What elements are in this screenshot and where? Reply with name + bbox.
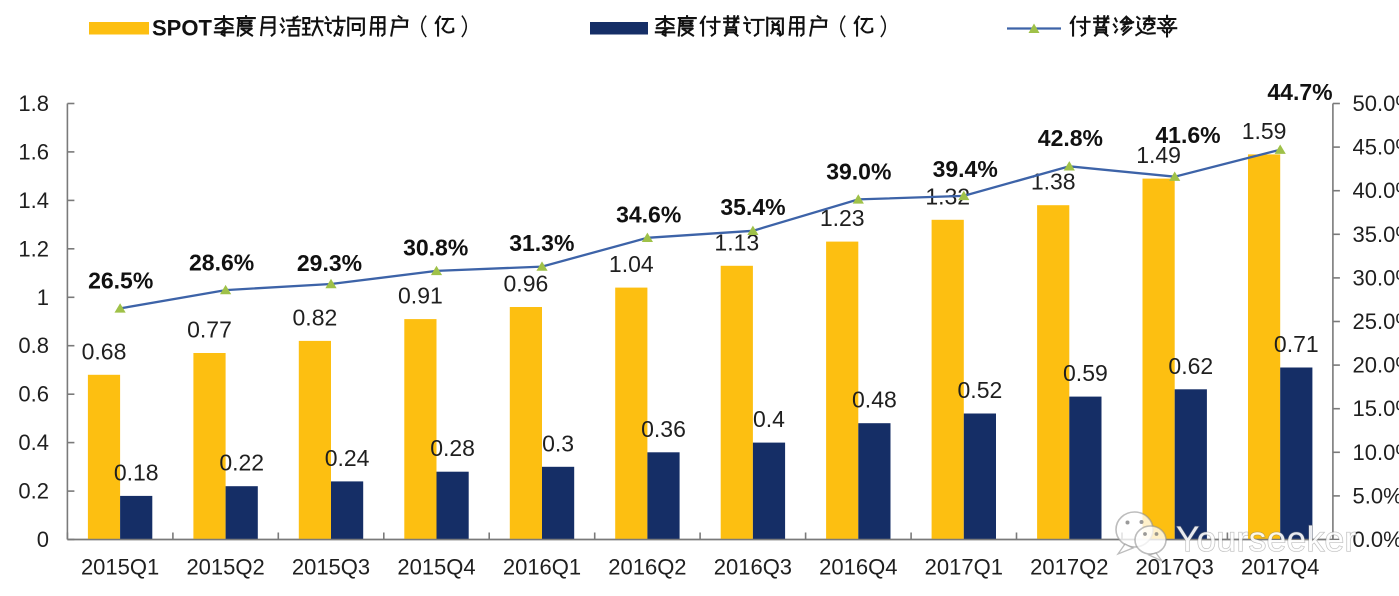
svg-text:2015Q2: 2015Q2 [186,555,264,580]
svg-text:0.82: 0.82 [293,304,338,330]
svg-text:5.0%: 5.0% [1353,483,1399,508]
svg-text:44.7%: 44.7% [1267,79,1332,105]
svg-text:2015Q3: 2015Q3 [292,555,370,580]
svg-text:30.0%: 30.0% [1353,265,1399,290]
svg-text:39.4%: 39.4% [933,156,998,182]
svg-text:SPOT: SPOT [152,16,212,41]
svg-text:0.68: 0.68 [82,338,127,364]
svg-text:0.6: 0.6 [18,382,49,407]
svg-text:0.77: 0.77 [187,317,232,343]
svg-text:10.0%: 10.0% [1353,440,1399,465]
svg-text:0.24: 0.24 [325,445,370,471]
svg-text:0.62: 0.62 [1168,353,1213,379]
svg-text:2016Q3: 2016Q3 [714,555,792,580]
svg-text:2016Q1: 2016Q1 [503,555,581,580]
svg-text:15.0%: 15.0% [1353,396,1399,421]
svg-text:2016Q2: 2016Q2 [608,555,686,580]
svg-text:0.0%: 0.0% [1353,527,1399,552]
svg-text:41.6%: 41.6% [1155,122,1220,148]
svg-text:1.2: 1.2 [18,236,49,261]
svg-text:1.4: 1.4 [18,188,49,213]
svg-text:40.0%: 40.0% [1353,178,1399,203]
svg-text:34.6%: 34.6% [616,202,681,228]
svg-text:1.59: 1.59 [1242,118,1287,144]
svg-text:1.49: 1.49 [1136,142,1181,168]
svg-text:39.0%: 39.0% [826,159,891,185]
svg-text:35.0%: 35.0% [1353,222,1399,247]
svg-text:45.0%: 45.0% [1353,135,1399,160]
svg-text:0.4: 0.4 [753,406,785,432]
svg-text:0: 0 [37,527,49,552]
svg-text:2016Q4: 2016Q4 [819,555,897,580]
svg-text:25.0%: 25.0% [1353,309,1399,334]
svg-text:20.0%: 20.0% [1353,353,1399,378]
svg-text:1.38: 1.38 [1031,169,1076,195]
svg-text:2017Q4: 2017Q4 [1241,555,1319,580]
svg-text:0.4: 0.4 [18,430,49,455]
svg-text:0.71: 0.71 [1274,331,1319,357]
svg-text:30.8%: 30.8% [403,235,468,261]
svg-text:Yourseeker: Yourseeker [1176,520,1357,559]
svg-text:0.52: 0.52 [958,377,1003,403]
svg-text:2017Q3: 2017Q3 [1136,555,1214,580]
svg-text:0.48: 0.48 [852,387,897,413]
svg-text:28.6%: 28.6% [189,249,254,275]
svg-text:0.18: 0.18 [114,459,159,485]
svg-text:2015Q4: 2015Q4 [397,555,475,580]
svg-text:1.6: 1.6 [18,139,49,164]
svg-text:0.96: 0.96 [504,271,549,297]
svg-text:0.59: 0.59 [1063,360,1108,386]
svg-text:0.28: 0.28 [430,435,475,461]
svg-text:0.91: 0.91 [398,283,443,309]
svg-text:1.04: 1.04 [609,251,654,277]
svg-text:2017Q1: 2017Q1 [925,555,1003,580]
svg-text:42.8%: 42.8% [1038,125,1103,151]
svg-text:29.3%: 29.3% [297,250,362,276]
svg-text:35.4%: 35.4% [720,194,785,220]
svg-text:0.22: 0.22 [219,450,264,476]
svg-text:50.0%: 50.0% [1353,91,1399,116]
svg-text:0.36: 0.36 [641,416,686,442]
svg-text:0.3: 0.3 [542,430,574,456]
svg-text:0.2: 0.2 [18,479,49,504]
svg-text:31.3%: 31.3% [509,230,574,256]
svg-text:0.8: 0.8 [18,333,49,358]
svg-text:26.5%: 26.5% [88,268,153,294]
svg-text:1.8: 1.8 [18,91,49,116]
svg-text:1: 1 [37,285,49,310]
svg-text:2015Q1: 2015Q1 [81,555,159,580]
svg-text:2017Q2: 2017Q2 [1030,555,1108,580]
